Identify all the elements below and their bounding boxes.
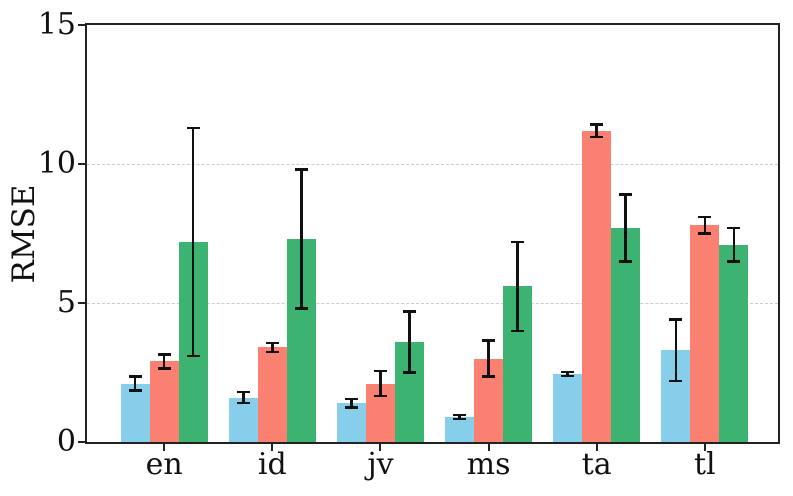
bar-blue-ta xyxy=(553,373,583,442)
error-cap-low-green-ta xyxy=(619,260,633,263)
x-tick-id xyxy=(271,444,274,451)
y-tick-label-0: 0 xyxy=(56,424,76,459)
error-bar-green-ta xyxy=(624,194,627,262)
error-bar-salmon-tl xyxy=(703,216,707,234)
error-cap-low-green-id xyxy=(294,307,308,310)
bar-blue-en xyxy=(120,383,150,442)
y-tick-label-10: 10 xyxy=(37,146,76,181)
error-cap-high-salmon-ta xyxy=(590,123,604,126)
plot-area xyxy=(85,23,780,444)
error-cap-high-green-jv xyxy=(402,310,416,313)
error-cap-high-green-id xyxy=(294,168,308,171)
x-tick-ms xyxy=(487,444,490,451)
error-bar-salmon-en xyxy=(162,354,166,369)
bar-green-tl xyxy=(719,244,749,442)
y-tick-5 xyxy=(78,302,85,304)
error-cap-high-green-ms xyxy=(511,240,525,244)
error-bar-salmon-ms xyxy=(487,340,490,377)
error-cap-high-salmon-id xyxy=(265,341,279,344)
gridline-y-10 xyxy=(87,164,778,165)
error-bar-blue-id xyxy=(242,391,245,404)
error-cap-high-salmon-jv xyxy=(373,369,387,373)
bar-salmon-ta xyxy=(582,130,612,442)
error-bar-green-en xyxy=(191,127,195,356)
error-bar-green-id xyxy=(300,169,303,309)
error-cap-low-green-jv xyxy=(402,371,416,374)
y-axis-label: RMSE xyxy=(6,184,42,284)
error-cap-low-blue-jv xyxy=(344,406,358,409)
error-bar-green-tl xyxy=(732,227,736,262)
error-cap-low-green-en xyxy=(186,354,200,358)
error-cap-high-blue-en xyxy=(128,375,142,378)
error-cap-high-blue-id xyxy=(236,390,250,394)
error-cap-low-blue-en xyxy=(128,389,142,392)
y-tick-label-15: 15 xyxy=(37,7,76,42)
error-cap-high-blue-tl xyxy=(669,318,683,321)
x-tick-jv xyxy=(379,444,382,451)
error-cap-low-salmon-tl xyxy=(698,232,712,235)
error-bar-blue-jv xyxy=(350,398,353,408)
gridline-y-5 xyxy=(87,303,778,304)
x-tick-label-ta: ta xyxy=(581,447,612,482)
x-tick-label-tl: tl xyxy=(693,447,716,482)
error-cap-high-salmon-en xyxy=(157,353,171,356)
x-tick-label-id: id xyxy=(257,447,287,482)
error-cap-low-blue-id xyxy=(236,401,250,405)
error-bar-blue-en xyxy=(133,376,137,391)
error-bar-blue-tl xyxy=(674,319,678,381)
bar-salmon-en xyxy=(149,361,179,442)
error-bar-salmon-id xyxy=(271,342,274,353)
bar-green-ta xyxy=(611,227,641,442)
error-cap-low-salmon-ta xyxy=(590,135,604,138)
error-cap-low-salmon-id xyxy=(265,350,279,354)
error-bar-blue-ta xyxy=(566,371,569,376)
x-tick-label-ms: ms xyxy=(466,447,511,482)
error-cap-high-blue-ta xyxy=(561,370,575,374)
y-tick-10 xyxy=(78,163,85,165)
y-tick-0 xyxy=(78,441,85,443)
error-cap-high-green-en xyxy=(186,126,200,130)
error-cap-low-green-tl xyxy=(727,260,741,263)
error-cap-low-green-ms xyxy=(511,329,525,333)
error-cap-high-blue-jv xyxy=(344,397,358,401)
error-cap-high-green-tl xyxy=(727,226,741,230)
x-tick-ta xyxy=(595,444,598,451)
error-bar-green-jv xyxy=(408,311,411,373)
bar-salmon-tl xyxy=(690,225,720,442)
error-bar-salmon-jv xyxy=(379,371,382,397)
error-cap-high-salmon-tl xyxy=(698,215,712,219)
error-cap-low-blue-ms xyxy=(453,417,467,421)
y-tick-label-5: 5 xyxy=(56,285,76,320)
x-tick-tl xyxy=(703,444,706,451)
x-tick-label-en: en xyxy=(145,447,183,482)
error-bar-blue-ms xyxy=(458,415,461,419)
bar-blue-jv xyxy=(336,403,366,442)
error-cap-high-blue-ms xyxy=(453,413,467,417)
error-cap-low-salmon-ms xyxy=(482,375,496,378)
error-cap-high-salmon-ms xyxy=(482,339,496,342)
error-cap-high-green-ta xyxy=(619,193,633,196)
error-bar-green-ms xyxy=(516,241,519,331)
bar-blue-id xyxy=(228,397,258,442)
x-tick-en xyxy=(163,444,166,451)
x-tick-label-jv: jv xyxy=(367,447,394,482)
error-cap-low-blue-ta xyxy=(561,374,575,378)
bar-salmon-id xyxy=(257,347,287,442)
error-cap-low-salmon-jv xyxy=(373,394,387,398)
y-tick-15 xyxy=(78,24,85,26)
error-cap-low-blue-tl xyxy=(669,379,683,383)
bar-blue-ms xyxy=(445,416,475,442)
error-bar-salmon-ta xyxy=(595,124,598,137)
error-cap-low-salmon-en xyxy=(157,367,171,370)
